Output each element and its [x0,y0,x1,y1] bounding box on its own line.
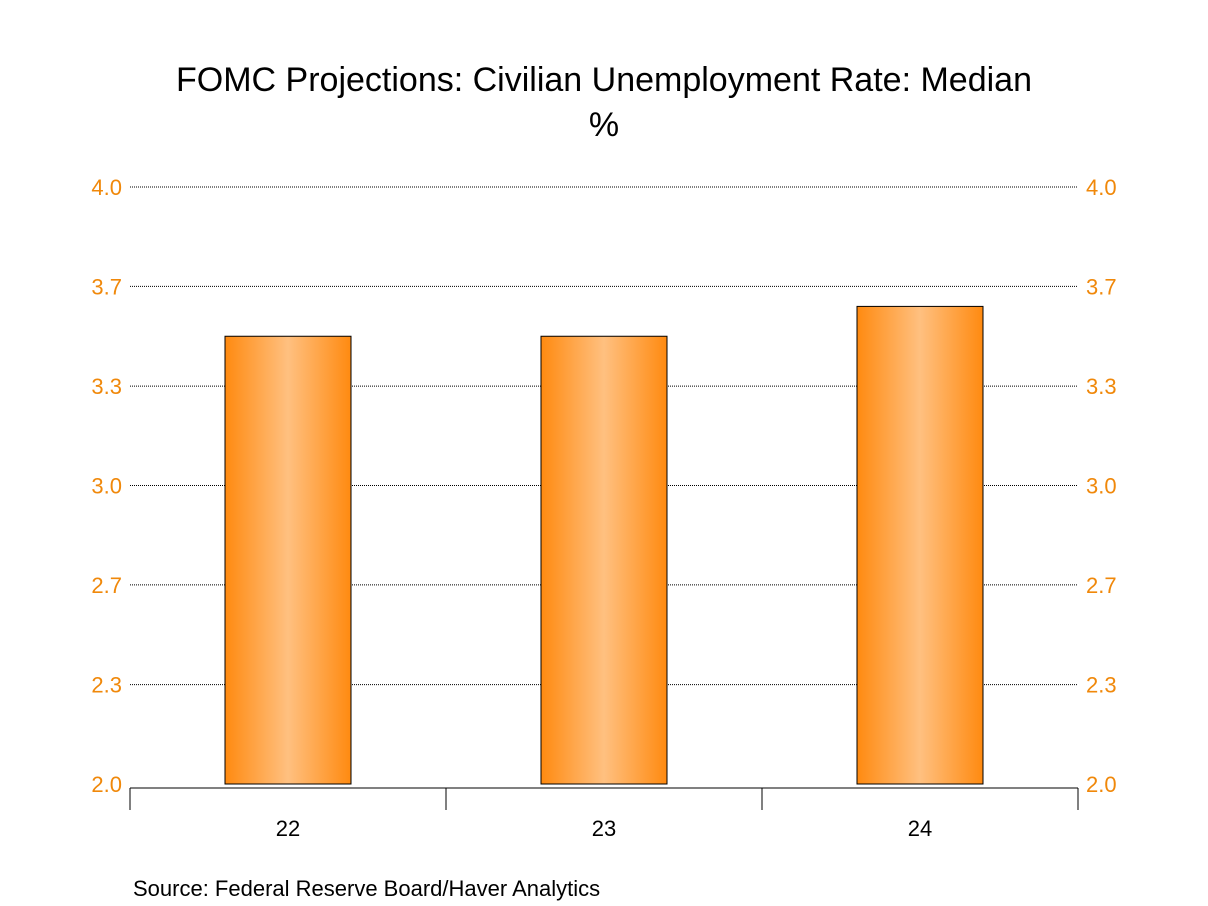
y-tick-label-right: 3.0 [1086,474,1117,499]
x-tick-label: 23 [592,816,616,841]
x-tick-label: 24 [908,816,932,841]
source-note: Source: Federal Reserve Board/Haver Anal… [133,876,601,901]
y-tick-label-left: 3.0 [91,474,122,499]
y-tick-label-left: 2.7 [91,573,122,598]
chart-subtitle: % [588,106,620,144]
y-tick-label-left: 4.0 [91,175,122,200]
bar [224,335,352,785]
y-tick-label-right: 3.7 [1086,274,1117,299]
bar [856,305,984,785]
y-tick-label-left: 3.7 [91,274,122,299]
y-tick-label-right: 2.3 [1086,673,1117,698]
y-tick-label-left: 2.0 [91,772,122,797]
y-tick-label-right: 2.7 [1086,573,1117,598]
chart-title: FOMC Projections: Civilian Unemployment … [176,61,1032,99]
y-tick-label-right: 4.0 [1086,175,1117,200]
y-tick-label-left: 2.3 [91,673,122,698]
bars [224,305,984,785]
y-tick-label-left: 3.3 [91,374,122,399]
x-tick-label: 22 [276,816,300,841]
y-tick-label-right: 2.0 [1086,772,1117,797]
y-tick-label-right: 3.3 [1086,374,1117,399]
bar [540,335,668,785]
x-axis [129,787,1079,810]
tick-labels: 2.0 2.0 2.3 2.3 2.7 2.7 3.0 3.0 3.3 3.3 3.7 3.7 4.0 4… [91,175,1116,841]
